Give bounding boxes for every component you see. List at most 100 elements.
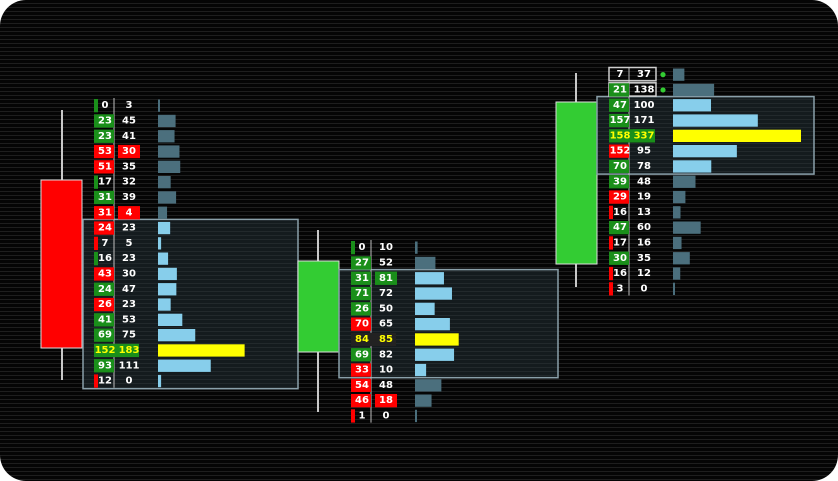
- volume-bar: [415, 348, 455, 361]
- volume-bar: [415, 302, 435, 315]
- bid-cell-highlight: [351, 394, 371, 408]
- ask-cell-highlight: [633, 129, 655, 143]
- volume-bar: [673, 114, 758, 127]
- ask-value: 32: [122, 177, 136, 188]
- bid-cell-highlight: [351, 271, 371, 285]
- bid-value: 71: [355, 288, 369, 299]
- bid-value: 47: [613, 100, 627, 111]
- bid-cell-highlight: [351, 256, 371, 270]
- ask-value: 19: [637, 192, 651, 203]
- volume-bar: [415, 363, 427, 377]
- ask-value: 35: [637, 253, 651, 264]
- volume-bar: [158, 344, 245, 357]
- delta-marker: [660, 87, 666, 93]
- volume-bar: [415, 241, 418, 254]
- bid-cell-highlight: [94, 374, 98, 388]
- ask-value: 138: [634, 84, 655, 95]
- ask-value: 50: [379, 303, 393, 314]
- ask-value: 0: [383, 410, 390, 421]
- bid-cell-highlight: [94, 206, 114, 220]
- candle-body: [40, 179, 83, 349]
- bid-value: 39: [613, 176, 627, 187]
- volume-bar: [158, 237, 162, 250]
- bid-cell-highlight: [94, 129, 114, 143]
- bid-cell-highlight: [609, 159, 629, 174]
- bid-value: 33: [355, 365, 369, 376]
- bid-cell-highlight: [609, 113, 629, 128]
- ask-value: 78: [637, 161, 651, 172]
- volume-bar: [673, 99, 712, 112]
- bid-cell-highlight: [351, 317, 371, 331]
- bid-cell-highlight: [94, 175, 98, 189]
- volume-bar: [673, 221, 701, 234]
- bid-value: 157: [610, 115, 631, 126]
- volume-bar: [673, 83, 715, 97]
- bid-value: 53: [98, 146, 112, 157]
- bid-value: 30: [613, 253, 627, 264]
- volume-bar: [158, 191, 177, 204]
- volume-bar: [158, 267, 177, 281]
- bid-cell-highlight: [94, 282, 114, 296]
- volume-bar: [673, 267, 681, 280]
- bid-cell-highlight: [351, 409, 355, 423]
- volume-bar: [673, 236, 682, 250]
- bid-value: 12: [98, 376, 112, 387]
- ask-value: 30: [122, 268, 136, 279]
- bid-cell-highlight: [609, 205, 613, 219]
- bid-value: 16: [98, 253, 112, 264]
- ask-value: 41: [122, 131, 136, 142]
- ask-value: 30: [122, 146, 136, 157]
- ask-value: 100: [634, 100, 655, 111]
- ask-value: 183: [119, 345, 140, 356]
- bid-value: 41: [98, 314, 112, 325]
- bid-cell-highlight: [94, 297, 114, 312]
- volume-bar: [158, 114, 176, 128]
- ask-value: 171: [634, 115, 655, 126]
- bid-value: 46: [355, 395, 369, 406]
- volume-bar: [673, 252, 690, 265]
- bid-value: 31: [98, 192, 112, 203]
- volume-bar: [158, 206, 168, 219]
- volume-bar: [673, 175, 696, 188]
- bid-value: 16: [613, 268, 627, 279]
- bid-value: 23: [98, 131, 112, 142]
- bid-value: 47: [613, 222, 627, 233]
- bid-value: 17: [613, 237, 627, 248]
- ask-value: 85: [379, 334, 393, 345]
- volume-bar: [158, 145, 180, 158]
- volume-bar: [158, 176, 171, 189]
- volume-bar: [158, 283, 177, 296]
- ask-value: 23: [122, 223, 136, 234]
- ask-value: 13: [637, 207, 651, 218]
- bid-value: 21: [613, 84, 627, 95]
- volume-bar: [673, 68, 685, 81]
- bid-cell-highlight: [351, 378, 371, 392]
- ask-value: 18: [379, 395, 393, 406]
- bid-value: 51: [98, 161, 112, 172]
- bid-value: 26: [355, 303, 369, 314]
- volume-bar: [158, 374, 162, 388]
- ask-value: 60: [637, 222, 651, 233]
- bid-cell-highlight: [94, 221, 114, 235]
- ask-value: 48: [637, 176, 651, 187]
- volume-bar: [415, 409, 417, 423]
- ask-value: 39: [122, 192, 136, 203]
- bid-cell-highlight: [609, 221, 629, 235]
- bid-value: 152: [95, 345, 116, 356]
- bid-value: 54: [355, 380, 369, 391]
- volume-bar: [158, 313, 183, 326]
- ask-value: 0: [641, 283, 648, 294]
- volume-bar: [673, 190, 686, 204]
- ask-value: 53: [122, 314, 136, 325]
- volume-bar: [158, 221, 171, 235]
- bid-value: 158: [610, 130, 631, 141]
- poc-cell: [94, 343, 139, 358]
- ask-value: 35: [122, 161, 136, 172]
- ask-cell-highlight: [118, 144, 140, 159]
- volume-bar: [415, 287, 452, 300]
- ask-cell-highlight: [375, 271, 397, 285]
- bid-cell-highlight: [609, 251, 629, 265]
- ask-value: 65: [379, 319, 393, 330]
- bid-cell-highlight: [609, 98, 629, 112]
